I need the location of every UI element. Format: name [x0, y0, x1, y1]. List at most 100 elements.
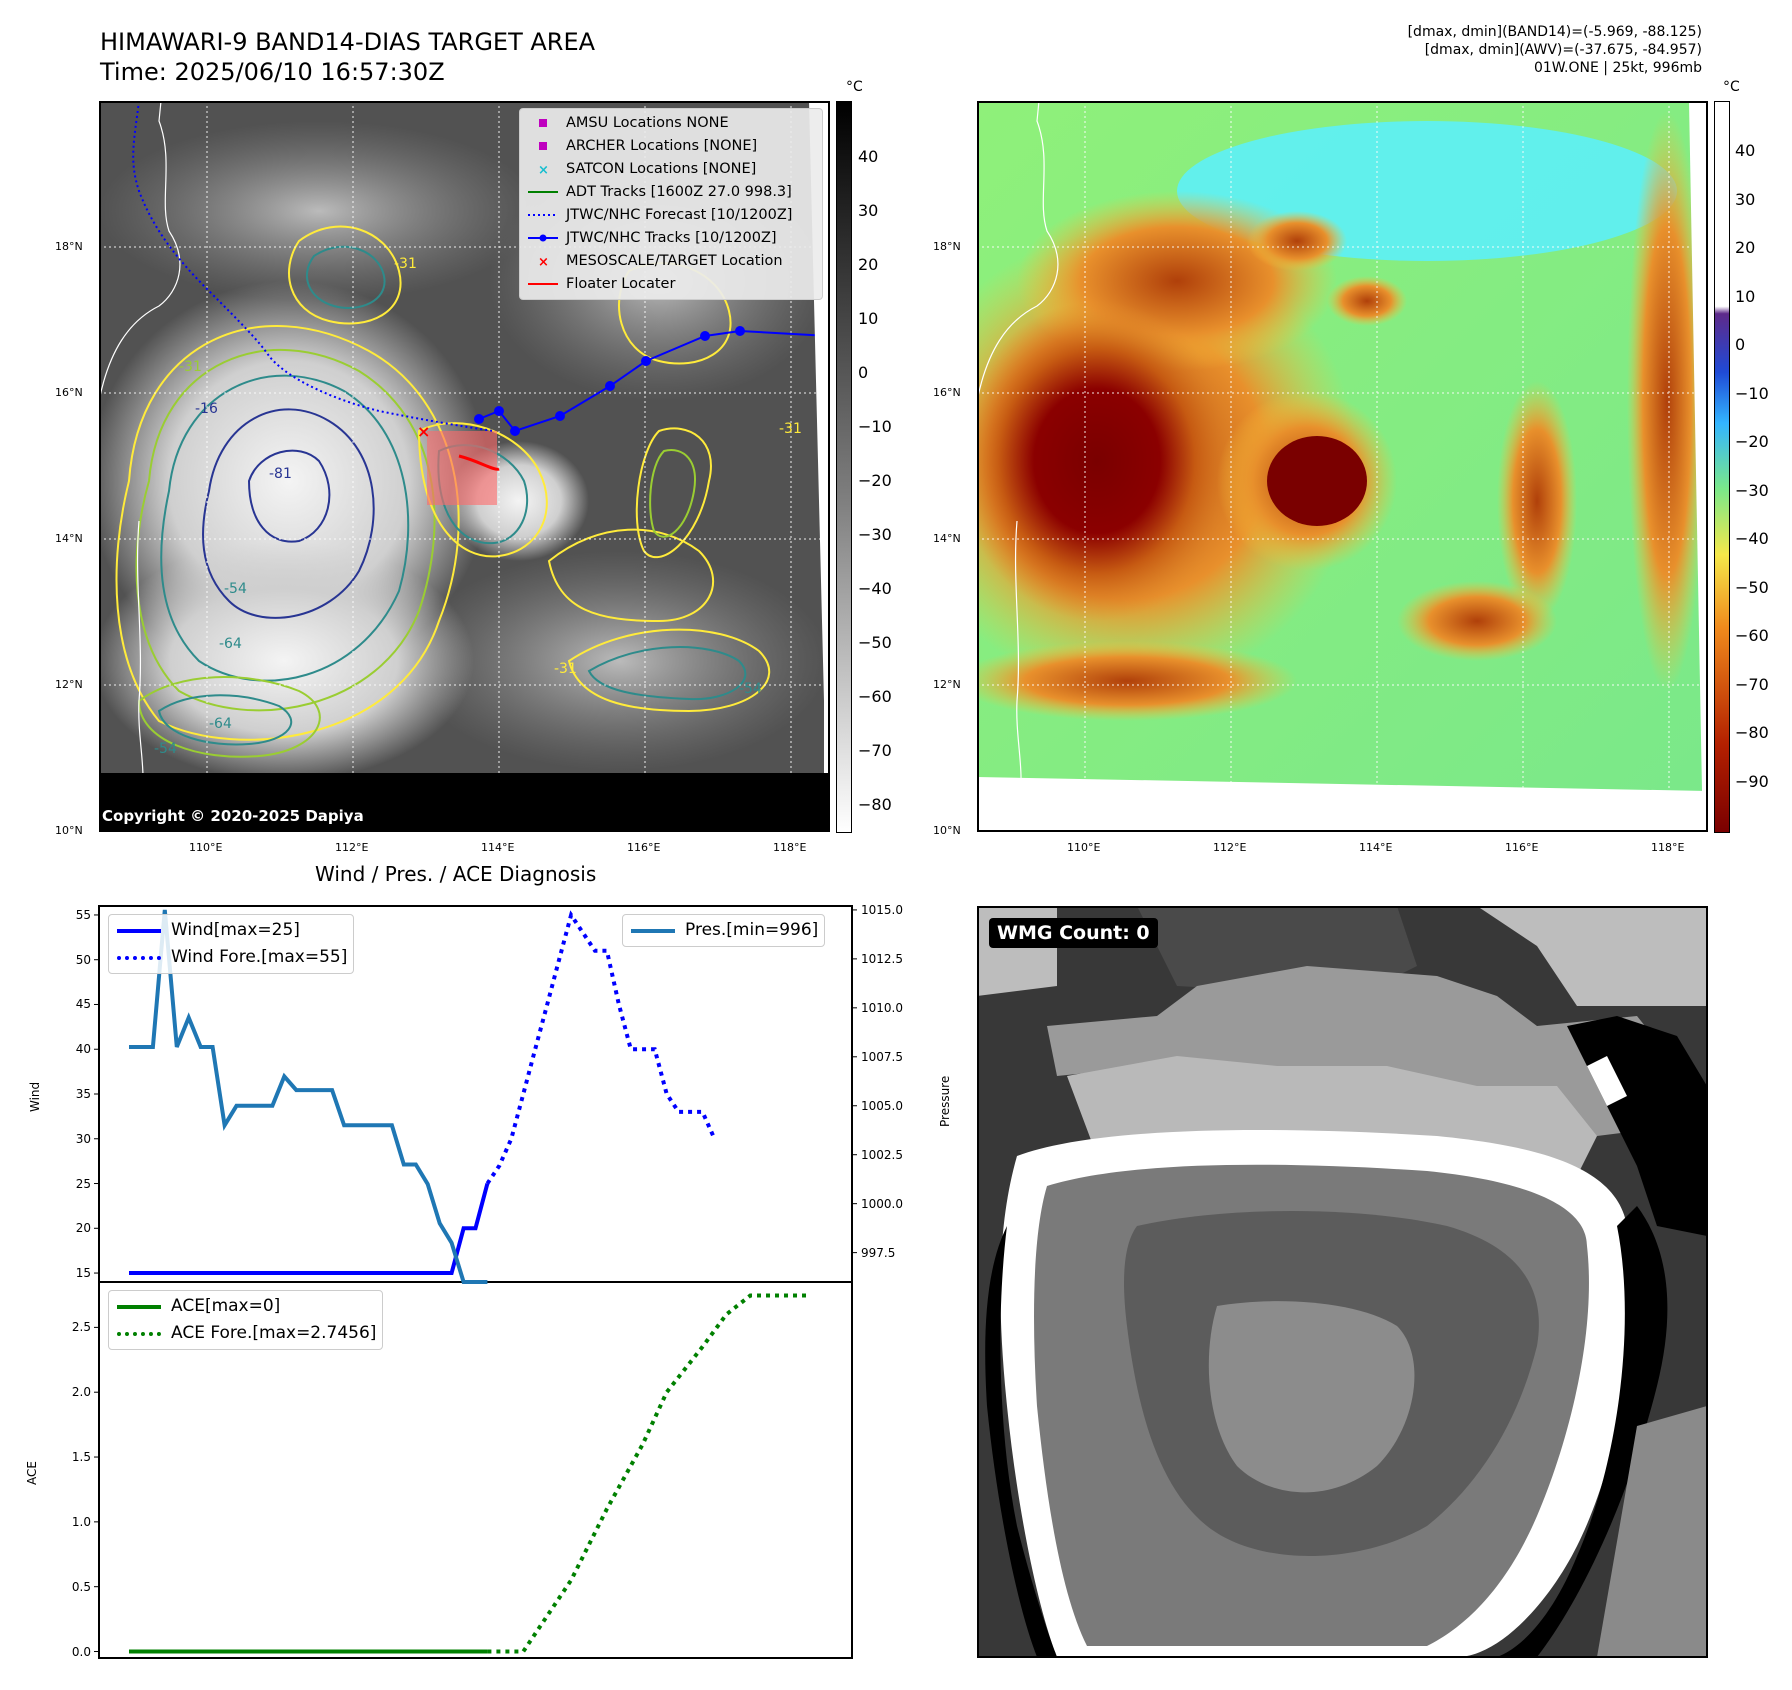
ace-ytick-label: 2.0 — [71, 1385, 91, 1400]
colorbar-tick-label: 10 — [858, 309, 879, 328]
colorbar-tick-label: −40 — [858, 579, 892, 598]
colorbar-tick-label: −40 — [1735, 529, 1769, 548]
colorbar-tick-label: −30 — [1735, 480, 1769, 500]
colorbar-tick-label: −70 — [858, 741, 892, 760]
info-line2: [dmax, dmin](AWV)=(-37.675, -84.957) — [1424, 42, 1702, 58]
awv-colorbar-unit: °C — [1723, 79, 1740, 95]
wind-ytick-label: 15 — [75, 1266, 91, 1281]
legend-label: JTWC/NHC Forecast [10/1200Z] — [566, 207, 793, 223]
legend-marker-icon — [526, 113, 560, 133]
wind-legend: Wind[max=25] Wind Fore.[max=55] — [108, 914, 355, 974]
svg-text:×: × — [417, 422, 430, 441]
pressure-ytick-label: 1010.0 — [861, 1000, 903, 1015]
contour-label: -31 — [779, 421, 802, 437]
colorbar-tick-label: −20 — [858, 471, 892, 490]
wind-ytick-label: 55 — [75, 907, 91, 922]
colorbar-tick-label: 0 — [858, 363, 869, 382]
colorbar-tick-label: −50 — [858, 633, 892, 652]
diagnosis-title: Wind / Pres. / ACE Diagnosis — [315, 862, 597, 886]
ace-ytick-label: 1.0 — [71, 1514, 91, 1529]
wind-ytick-label: 30 — [75, 1131, 91, 1146]
info-line3: 01W.ONE | 25kt, 996mb — [1533, 60, 1702, 76]
chart-legend-label: ACE Fore.[max=2.7456] — [171, 1323, 377, 1343]
wmg-count-badge: WMG Count: 0 — [989, 918, 1158, 948]
ace-legend: ACE[max=0] ACE Fore.[max=2.7456] — [108, 1290, 384, 1350]
legend-entry: ADT Tracks [1600Z 27.0 998.3] — [526, 182, 818, 202]
colorbar-tick-label: 30 — [1735, 189, 1756, 209]
ace-ytick-label: 2.5 — [71, 1320, 91, 1335]
legend-marker-icon — [526, 274, 560, 294]
colorbar-tick-label: −70 — [1735, 674, 1769, 694]
pressure-ytick-label: 1007.5 — [861, 1049, 903, 1064]
pressure-ytick-label: 1002.5 — [861, 1147, 903, 1162]
wind-ytick-label: 35 — [75, 1087, 91, 1101]
ir-colorbar — [836, 101, 852, 833]
chart-title-line1: HIMAWARI-9 BAND14-DIAS TARGET AREA — [100, 28, 596, 56]
lat-tick-label: 18°N — [55, 240, 83, 253]
legend-label: ARCHER Locations [NONE] — [566, 138, 758, 154]
wmg-image — [977, 906, 1707, 1657]
colorbar-tick-label: −50 — [1735, 577, 1769, 597]
wmg-frame — [977, 906, 1708, 1658]
lat-tick-label: 16°N — [55, 386, 83, 399]
lon-tick-label: 110°E — [189, 841, 223, 854]
wmg-panel: WMG Count: 0 — [977, 906, 1707, 1657]
wind-ytick-label: 25 — [75, 1176, 91, 1191]
lon-tick-label: 116°E — [1505, 841, 1539, 854]
chart-legend-label: ACE[max=0] — [171, 1296, 281, 1316]
lat-tick-label: 12°N — [55, 678, 83, 691]
colorbar-tick-label: −90 — [1735, 771, 1769, 791]
colorbar-tick-label: 40 — [1735, 141, 1756, 160]
legend-label: MESOSCALE/TARGET Location — [566, 253, 783, 269]
wind-ytick-label: 50 — [75, 952, 91, 967]
svg-text:×: × — [538, 255, 549, 270]
legend-swatch-icon — [117, 929, 161, 933]
legend-marker-icon — [526, 182, 560, 202]
contour-label: -54 — [739, 681, 762, 697]
colorbar-tick-label: −60 — [858, 687, 892, 706]
lon-tick-label: 116°E — [627, 841, 661, 854]
contour-label: -16 — [195, 401, 218, 417]
legend-marker-icon: × — [526, 159, 560, 179]
wind-ytick-label: 20 — [75, 1221, 91, 1236]
ir-colorbar-unit: °C — [846, 79, 863, 95]
lat-tick-label: 14°N — [933, 532, 961, 545]
pressure-ytick-label: 1000.0 — [861, 1196, 903, 1211]
chart-legend-entry: ACE Fore.[max=2.7456] — [115, 1320, 376, 1347]
pressure-ytick-label: 1012.5 — [861, 951, 903, 966]
pressure-ytick-label: 997.5 — [861, 1245, 896, 1260]
legend-swatch-icon — [631, 929, 675, 933]
chart-legend-entry: Wind Fore.[max=55] — [115, 944, 347, 971]
legend-marker-icon — [526, 136, 560, 156]
awv-map-panel — [977, 101, 1707, 831]
legend-entry: ARCHER Locations [NONE] — [526, 136, 818, 156]
colorbar-tick-label: −10 — [1735, 383, 1769, 403]
legend-swatch-icon — [117, 956, 161, 960]
chart-legend-label: Pres.[min=996] — [685, 920, 819, 940]
legend-label: AMSU Locations NONE — [566, 115, 729, 131]
colorbar-tick-label: −60 — [1735, 626, 1769, 645]
contour-label: -31 — [554, 661, 577, 677]
legend-entry: Floater Locater — [526, 274, 818, 294]
contour-label: -31 — [179, 359, 202, 375]
ir-map-frame — [99, 101, 830, 832]
legend-marker-icon — [526, 228, 560, 248]
map-legend: AMSU Locations NONE ARCHER Locations [NON… — [519, 108, 823, 300]
lat-tick-label: 10°N — [55, 824, 83, 837]
legend-marker-icon: × — [526, 251, 560, 271]
ace-ytick-label: 0.0 — [71, 1644, 91, 1659]
legend-entry: × SATCON Locations [NONE] — [526, 159, 818, 179]
lat-tick-label: 10°N — [933, 824, 961, 837]
ir-map-panel: × -31 -16 -54 -64 -54 -31 -31 -54 -31 -6… — [99, 101, 829, 831]
lon-tick-label: 112°E — [335, 841, 369, 854]
colorbar-tick-label: 20 — [1735, 238, 1756, 257]
legend-marker-icon — [526, 205, 560, 225]
contour-label: -81 — [269, 466, 292, 482]
colorbar-tick-label: 0 — [1735, 335, 1746, 354]
wind-forecast-series-line — [485, 910, 717, 1185]
contour-label-layer: -31 -16 -54 -64 -54 -31 -31 -54 -31 -64 … — [99, 101, 829, 831]
awv-map-frame — [977, 101, 1708, 832]
lat-tick-label: 12°N — [933, 678, 961, 691]
colorbar-tick-label: −30 — [858, 525, 892, 544]
